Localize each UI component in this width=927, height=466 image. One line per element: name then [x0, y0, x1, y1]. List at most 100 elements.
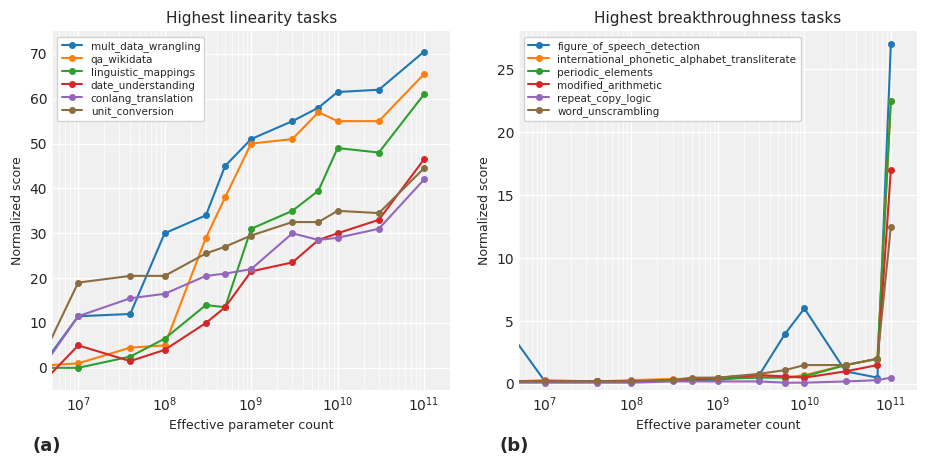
qa_wikidata	[220, 195, 231, 200]
repeat_copy_logic	[667, 379, 678, 384]
periodic_elements	[667, 377, 678, 383]
date_understanding	[312, 237, 324, 243]
mult_data_wrangling	[312, 105, 324, 110]
unit_conversion	[373, 210, 384, 216]
repeat_copy_logic	[871, 377, 883, 383]
Line: figure_of_speech_detection: figure_of_speech_detection	[507, 41, 893, 384]
mult_data_wrangling	[373, 87, 384, 93]
Line: international_phonetic_alphabet_transliterate: international_phonetic_alphabet_translit…	[507, 98, 893, 384]
periodic_elements	[753, 375, 764, 380]
word_unscrambling	[753, 371, 764, 377]
Line: qa_wikidata: qa_wikidata	[41, 71, 426, 368]
Y-axis label: Normalized score: Normalized score	[477, 157, 490, 265]
modified_arithmetic	[686, 377, 697, 383]
unit_conversion	[418, 165, 429, 171]
modified_arithmetic	[798, 375, 809, 380]
linguistic_mappings	[373, 150, 384, 155]
date_understanding	[159, 347, 170, 353]
linguistic_mappings	[286, 208, 298, 213]
mult_data_wrangling	[159, 231, 170, 236]
linguistic_mappings	[124, 354, 135, 359]
word_unscrambling	[590, 379, 602, 384]
date_understanding	[200, 320, 211, 326]
word_unscrambling	[504, 379, 515, 384]
unit_conversion	[332, 208, 343, 213]
linguistic_mappings	[72, 365, 83, 370]
modified_arithmetic	[539, 379, 550, 384]
date_understanding	[124, 358, 135, 364]
mult_data_wrangling	[38, 361, 49, 366]
figure_of_speech_detection	[590, 379, 602, 384]
unit_conversion	[312, 219, 324, 225]
international_phonetic_alphabet_transliterate	[667, 376, 678, 382]
word_unscrambling	[625, 379, 636, 384]
mult_data_wrangling	[246, 136, 257, 142]
word_unscrambling	[884, 224, 895, 229]
international_phonetic_alphabet_transliterate	[590, 379, 602, 384]
figure_of_speech_detection	[667, 377, 678, 383]
modified_arithmetic	[753, 372, 764, 378]
X-axis label: Effective parameter count: Effective parameter count	[169, 419, 333, 432]
repeat_copy_logic	[539, 380, 550, 385]
repeat_copy_logic	[625, 380, 636, 385]
Y-axis label: Normalized score: Normalized score	[11, 157, 24, 265]
repeat_copy_logic	[590, 380, 602, 385]
date_understanding	[373, 217, 384, 223]
Line: unit_conversion: unit_conversion	[41, 165, 426, 357]
linguistic_mappings	[418, 91, 429, 97]
conlang_translation	[124, 295, 135, 301]
conlang_translation	[332, 235, 343, 240]
international_phonetic_alphabet_transliterate	[539, 377, 550, 383]
Line: repeat_copy_logic: repeat_copy_logic	[507, 375, 893, 385]
qa_wikidata	[373, 118, 384, 124]
qa_wikidata	[159, 343, 170, 348]
periodic_elements	[539, 379, 550, 384]
unit_conversion	[220, 244, 231, 249]
Line: word_unscrambling: word_unscrambling	[507, 224, 893, 384]
international_phonetic_alphabet_transliterate	[712, 375, 723, 380]
word_unscrambling	[686, 375, 697, 380]
periodic_elements	[798, 374, 809, 379]
date_understanding	[72, 343, 83, 348]
qa_wikidata	[38, 363, 49, 368]
periodic_elements	[884, 98, 895, 103]
conlang_translation	[418, 177, 429, 182]
Line: periodic_elements: periodic_elements	[507, 98, 893, 384]
modified_arithmetic	[871, 362, 883, 368]
periodic_elements	[686, 377, 697, 383]
date_understanding	[332, 231, 343, 236]
word_unscrambling	[779, 367, 790, 373]
modified_arithmetic	[504, 379, 515, 384]
international_phonetic_alphabet_transliterate	[504, 379, 515, 384]
international_phonetic_alphabet_transliterate	[753, 372, 764, 378]
qa_wikidata	[312, 110, 324, 115]
qa_wikidata	[332, 118, 343, 124]
international_phonetic_alphabet_transliterate	[884, 98, 895, 103]
Legend: figure_of_speech_detection, international_phonetic_alphabet_transliterate, perio: figure_of_speech_detection, internationa…	[524, 37, 800, 121]
international_phonetic_alphabet_transliterate	[686, 376, 697, 382]
qa_wikidata	[200, 235, 211, 240]
conlang_translation	[286, 231, 298, 236]
conlang_translation	[200, 273, 211, 279]
modified_arithmetic	[625, 379, 636, 384]
international_phonetic_alphabet_transliterate	[839, 362, 850, 368]
unit_conversion	[286, 219, 298, 225]
figure_of_speech_detection	[779, 331, 790, 336]
Line: mult_data_wrangling: mult_data_wrangling	[41, 49, 426, 366]
date_understanding	[246, 268, 257, 274]
international_phonetic_alphabet_transliterate	[625, 377, 636, 383]
conlang_translation	[220, 271, 231, 276]
mult_data_wrangling	[72, 314, 83, 319]
word_unscrambling	[539, 379, 550, 384]
periodic_elements	[504, 379, 515, 384]
Legend: mult_data_wrangling, qa_wikidata, linguistic_mappings, date_understanding, conla: mult_data_wrangling, qa_wikidata, lingui…	[57, 37, 204, 121]
figure_of_speech_detection	[753, 372, 764, 378]
word_unscrambling	[667, 377, 678, 383]
unit_conversion	[159, 273, 170, 279]
periodic_elements	[839, 362, 850, 368]
periodic_elements	[871, 356, 883, 362]
Line: modified_arithmetic: modified_arithmetic	[507, 167, 893, 384]
word_unscrambling	[839, 362, 850, 368]
Text: (b): (b)	[499, 437, 527, 455]
word_unscrambling	[798, 362, 809, 368]
